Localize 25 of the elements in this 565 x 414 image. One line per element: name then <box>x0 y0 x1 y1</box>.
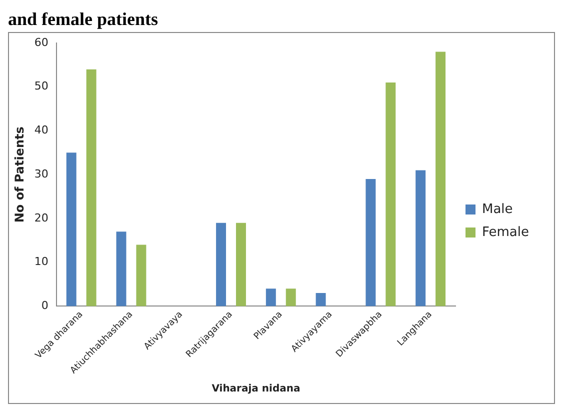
bar <box>416 170 426 306</box>
y-tick-label: 60 <box>34 36 48 49</box>
y-tick-label: 40 <box>34 124 48 137</box>
y-tick-label: 20 <box>34 211 48 224</box>
bar <box>136 244 146 306</box>
bar <box>116 232 126 306</box>
x-axis-title: Viharaja nidana <box>212 384 300 395</box>
bar <box>216 222 226 306</box>
legend-label: Male <box>482 202 513 217</box>
bar <box>266 288 276 306</box>
y-tick-label: 50 <box>34 80 48 93</box>
bar <box>66 152 76 306</box>
bar <box>236 222 246 306</box>
chart-title: and female patients <box>8 8 159 30</box>
bar <box>316 293 326 306</box>
bar <box>366 178 376 306</box>
y-tick-label: 0 <box>41 299 48 312</box>
bar <box>286 288 296 306</box>
legend-label: Female <box>482 224 530 240</box>
y-tick-label: 10 <box>34 255 48 268</box>
bar <box>436 52 446 306</box>
bar <box>386 82 396 306</box>
y-tick-label: 30 <box>34 167 48 180</box>
bar <box>86 69 96 306</box>
y-axis-title: No of Patients <box>12 126 26 223</box>
